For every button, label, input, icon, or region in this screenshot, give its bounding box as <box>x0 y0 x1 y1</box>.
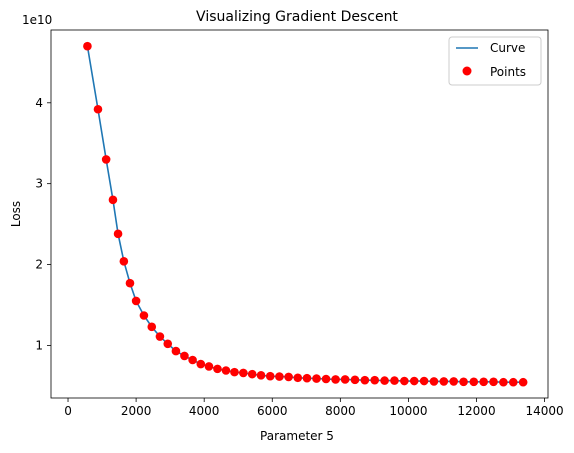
data-point <box>83 41 92 51</box>
data-point <box>380 376 389 385</box>
data-point <box>196 359 206 369</box>
points-series <box>83 41 528 387</box>
data-point <box>188 355 197 365</box>
chart-title: Visualizing Gradient Descent <box>196 9 398 25</box>
data-point <box>180 351 189 361</box>
data-point <box>139 311 149 320</box>
data-point <box>293 373 303 383</box>
data-point <box>400 376 409 386</box>
data-point <box>321 374 331 384</box>
data-point <box>155 332 165 341</box>
x-tick-label: 12000 <box>457 404 495 418</box>
data-point <box>171 346 181 356</box>
data-point <box>390 376 399 385</box>
x-tick-label: 2000 <box>121 404 152 418</box>
data-point <box>108 195 118 205</box>
x-axis-ticks: 0 2000 4000 6000 8000 10000 12000 14000 <box>64 398 564 418</box>
data-point <box>163 339 173 349</box>
data-point <box>101 155 111 164</box>
data-point <box>439 377 449 386</box>
data-point <box>360 375 370 385</box>
plot-area <box>50 29 549 399</box>
data-point <box>370 375 380 385</box>
data-point <box>508 377 518 387</box>
data-point <box>284 372 293 382</box>
x-axis-label: Parameter 5 <box>260 429 334 443</box>
legend-points-swatch <box>462 66 472 76</box>
data-point <box>449 377 459 386</box>
x-tick-label: 10000 <box>389 404 427 418</box>
data-point <box>213 364 222 374</box>
x-tick-label: 8000 <box>325 404 356 418</box>
data-point <box>256 371 266 380</box>
data-point <box>113 229 123 239</box>
y-tick-label: 3 <box>35 177 43 191</box>
legend-box <box>448 36 542 86</box>
data-point <box>239 368 248 378</box>
data-point <box>131 296 141 306</box>
data-point <box>429 377 439 386</box>
data-point <box>409 376 419 386</box>
data-point <box>147 322 157 332</box>
plot-frame <box>50 29 549 399</box>
data-point <box>265 371 275 381</box>
data-point <box>275 372 284 381</box>
data-point <box>419 376 429 386</box>
y-axis-label: Loss <box>9 201 23 227</box>
data-point <box>312 374 321 383</box>
data-point <box>93 104 103 114</box>
data-point <box>340 375 350 384</box>
x-tick-label: 6000 <box>257 404 288 418</box>
data-point <box>489 377 498 387</box>
data-point <box>350 375 360 385</box>
data-point <box>479 377 488 387</box>
data-point <box>119 257 129 266</box>
data-point <box>302 373 312 383</box>
plot-background <box>51 30 548 398</box>
y-axis-ticks: 1 2 3 4 <box>35 96 51 352</box>
y-tick-label: 1 <box>35 338 43 352</box>
data-point <box>331 375 340 384</box>
x-tick-label: 14000 <box>526 404 564 418</box>
data-point <box>221 366 231 375</box>
y-offset-label: 1e10 <box>22 13 52 27</box>
data-point <box>125 278 135 288</box>
data-point <box>204 362 214 371</box>
legend-points-label: Points <box>490 65 526 79</box>
data-point <box>499 377 508 387</box>
y-tick-label: 4 <box>35 96 43 110</box>
legend: Curve Points <box>448 36 542 86</box>
legend-curve-label: Curve <box>490 41 525 55</box>
x-tick-label: 0 <box>64 404 72 418</box>
data-point <box>469 377 479 387</box>
data-point <box>518 377 528 387</box>
y-tick-label: 2 <box>35 258 43 272</box>
data-point <box>230 367 239 377</box>
x-tick-label: 4000 <box>189 404 220 418</box>
data-point <box>459 377 468 387</box>
data-point <box>247 369 257 379</box>
